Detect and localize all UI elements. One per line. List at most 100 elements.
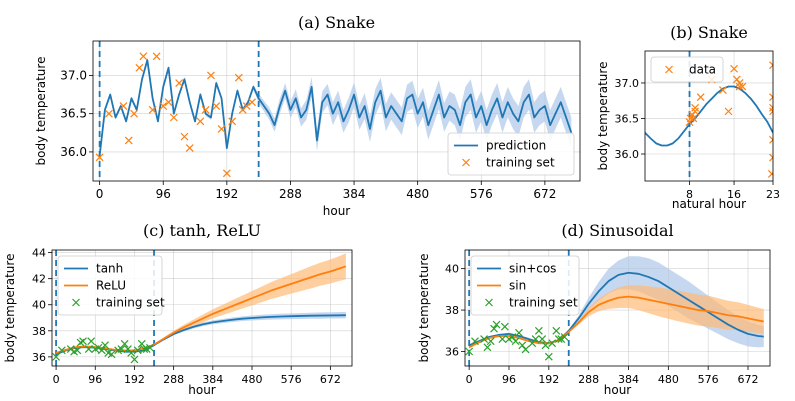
panel-d: (d) Sinusoidal hour body temperature 0 96 192…	[417, 221, 771, 397]
y-tick-label: 36	[32, 351, 46, 364]
series-line-sin-cos	[468, 271, 764, 347]
legend-box	[470, 255, 580, 316]
x-tick-label: 576	[470, 187, 493, 201]
data-point-marker	[724, 107, 733, 116]
y-tick-label: 36.0	[60, 145, 87, 159]
data-point-marker	[735, 82, 744, 91]
data-point-marker	[689, 114, 698, 123]
data-point-marker	[207, 71, 215, 80]
legend: prediction training set	[447, 132, 575, 176]
y-tick-label: 42	[32, 273, 46, 286]
data-point-marker	[738, 82, 747, 91]
data-point-marker	[541, 341, 550, 350]
data-point-marker	[95, 153, 104, 162]
x-tick-label: 672	[320, 373, 341, 386]
data-point-marker	[498, 335, 507, 343]
legend-label: sin	[509, 279, 526, 293]
data-point-marker	[164, 98, 173, 107]
data-point-marker	[560, 333, 569, 341]
data-point-marker	[133, 346, 142, 355]
x-tick-label: 8	[686, 188, 693, 201]
x-axis-label: hour	[323, 204, 351, 218]
legend-label: sin+cos	[509, 262, 556, 276]
data-point-marker	[180, 132, 189, 141]
y-tick-label: 36.5	[60, 107, 87, 121]
data-point-marker	[139, 52, 148, 61]
data-point-marker	[135, 63, 144, 72]
data-point-marker	[57, 346, 66, 355]
x-axis-label: hour	[604, 383, 632, 397]
data-point-marker	[531, 335, 540, 343]
data-point-marker	[217, 125, 226, 133]
data-point-marker	[76, 338, 85, 347]
data-point-marker	[107, 350, 116, 359]
x-tick-label: 576	[698, 373, 719, 386]
legend-box	[650, 56, 724, 83]
legend-label: data	[689, 63, 716, 77]
data-point-marker	[538, 335, 547, 343]
legend-label: prediction	[486, 139, 546, 153]
data-point-marker	[490, 324, 498, 333]
data-point-marker	[769, 153, 773, 162]
panel-c: (c) tanh, ReLU hour body temperature 0 96 192…	[3, 221, 353, 397]
x-tick-label: 192	[215, 187, 238, 201]
data-point-marker	[511, 337, 520, 346]
plot-area	[95, 41, 573, 181]
x-tick-label: 0	[96, 187, 104, 201]
data-point-marker	[130, 109, 139, 118]
data-point-marker	[492, 320, 501, 329]
x-axis-label: hour	[188, 383, 216, 397]
panel-b: (b) Snake natural hour body temperature 8 16…	[596, 23, 780, 211]
legend-marker	[72, 298, 80, 307]
data-point-marker	[242, 102, 251, 110]
data-point-marker	[769, 107, 773, 116]
y-tick-label: 40	[445, 263, 459, 276]
data-point-marker	[248, 98, 256, 107]
x-tick-label: 384	[343, 187, 366, 201]
x-tick-label: 384	[618, 373, 639, 386]
x-tick-label: 192	[538, 373, 559, 386]
chart-title: (a) Snake	[298, 13, 375, 32]
y-axis-label: body temperature	[34, 57, 48, 166]
data-point-marker	[79, 337, 87, 346]
data-point-marker	[767, 169, 773, 178]
data-point-marker	[146, 343, 154, 352]
x-tick-label: 672	[738, 373, 759, 386]
x-tick-label: 288	[163, 373, 184, 386]
data-point-marker	[515, 328, 523, 337]
data-point-marker	[234, 73, 243, 82]
y-tick-label: 38	[32, 325, 46, 338]
data-point-marker	[212, 102, 221, 110]
x-tick-label: 23	[766, 188, 780, 201]
x-tick-label: 0	[466, 373, 473, 386]
data-point-marker	[222, 169, 231, 178]
panel-a: (a) Snake hour body temperature 0 96 192 288 38…	[34, 13, 581, 218]
y-axis-label: body temperature	[596, 62, 610, 171]
y-tick-label: 37.0	[60, 68, 87, 82]
data-point-marker	[554, 335, 563, 343]
legend: sin+cos sin training set	[470, 255, 580, 316]
y-tick-label: 37.0	[615, 77, 640, 90]
legend-box	[447, 132, 575, 176]
x-tick-label: 672	[533, 187, 556, 201]
x-tick-label: 480	[658, 373, 679, 386]
y-axis-label: body temperature	[417, 254, 431, 363]
legend-marker	[665, 65, 673, 74]
x-tick-label: 192	[124, 373, 145, 386]
x-tick-label: 480	[406, 187, 429, 201]
x-tick-label: 96	[156, 187, 171, 201]
data-point-marker	[534, 326, 543, 335]
legend-label: training set	[486, 156, 555, 170]
data-point-marker	[169, 113, 178, 122]
axes-frame	[92, 40, 581, 182]
data-point-marker	[769, 61, 773, 70]
data-point-marker	[130, 355, 139, 364]
data-point-marker	[769, 93, 773, 102]
axes-frame	[464, 249, 771, 367]
legend: data	[650, 56, 724, 83]
data-point-marker	[148, 105, 157, 114]
legend-box	[57, 255, 163, 316]
data-point-marker	[124, 136, 133, 145]
x-tick-label: 288	[279, 187, 302, 201]
